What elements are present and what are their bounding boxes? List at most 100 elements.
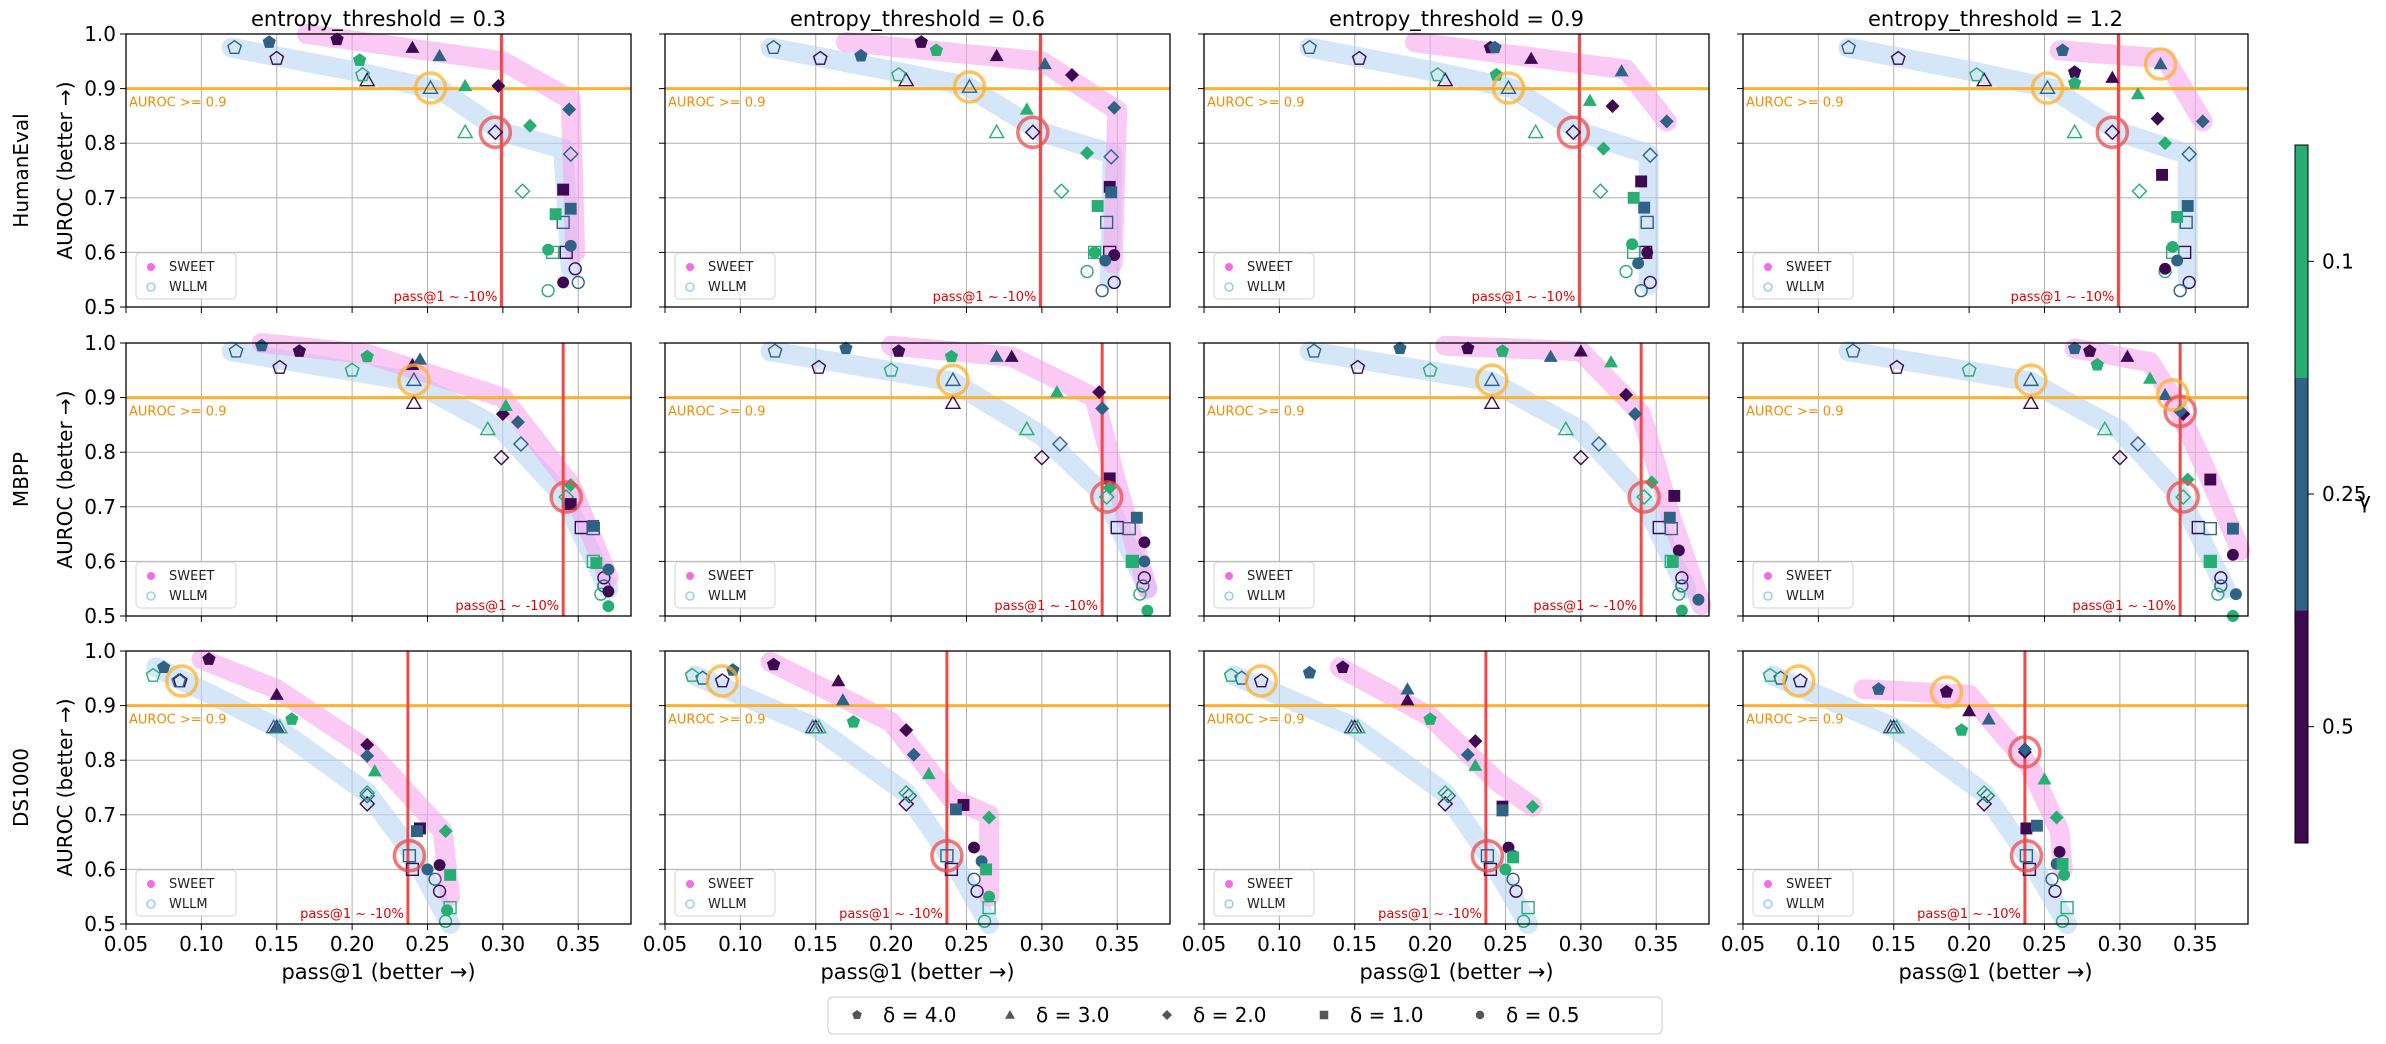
colorbar-segment-0_5 xyxy=(2295,610,2308,843)
x-tick-label: 0.15 xyxy=(1332,932,1377,956)
wllm-point-diamond-2 xyxy=(359,795,376,812)
wllm-point-circle-4 xyxy=(1675,571,1689,585)
legend-sweet-marker xyxy=(1225,880,1233,888)
sweet-point-circle-9 xyxy=(1099,254,1112,267)
delta-legend-label: δ = 4.0 xyxy=(883,1003,957,1027)
sweet-point-diamond-12 xyxy=(2049,810,2064,825)
wllm-point-square-8 xyxy=(1100,215,1114,230)
y-axis-label: AUROC (better →) xyxy=(53,390,77,568)
wllm-point-circle-9 xyxy=(428,872,442,886)
x-tick-label: 0.15 xyxy=(1871,932,1916,956)
sweet-point-pentagon-0 xyxy=(202,652,216,665)
wllm-point-circle-4 xyxy=(1107,275,1121,290)
legend-sweet-label: SWEET xyxy=(169,260,215,275)
sweet-point-square-8 xyxy=(1496,804,1509,817)
x-tick-label: 0.20 xyxy=(869,932,914,956)
highlight-pass xyxy=(392,839,427,873)
legend-sweet-marker xyxy=(1764,880,1772,888)
sweet-point-diamond-7 xyxy=(2017,742,2032,757)
x-tick-label: 0.20 xyxy=(1947,932,1992,956)
sweet-point-square-13 xyxy=(980,863,993,876)
wllm-point-square-8 xyxy=(556,215,570,230)
wllm-point-triangle-6 xyxy=(2039,79,2056,95)
wllm-point-pentagon-5 xyxy=(1306,343,1322,358)
sweet-point-diamond-7 xyxy=(2195,114,2210,129)
sweet-point-diamond-2 xyxy=(2150,111,2165,126)
legend-sweet-label: SWEET xyxy=(1786,260,1832,275)
sweet-point-pentagon-10 xyxy=(285,712,299,725)
legend-sweet-marker xyxy=(1225,263,1233,271)
sweet-point-pentagon-0 xyxy=(2083,344,2097,357)
wllm-point-pentagon-0 xyxy=(272,359,288,374)
sweet-point-pentagon-10 xyxy=(2090,357,2104,371)
wllm-point-pentagon-0 xyxy=(812,50,828,65)
sweet-point-pentagon-0 xyxy=(1939,684,1954,698)
delta-legend-label: δ = 2.0 xyxy=(1193,1003,1267,1027)
wllm-point-pentagon-10 xyxy=(1762,667,1778,682)
wllm-point-diamond-2 xyxy=(2104,124,2121,141)
sweet-point-circle-4 xyxy=(1108,249,1121,262)
y-tick-label: 0.9 xyxy=(84,386,116,410)
panel-frame xyxy=(664,33,1171,308)
sweet-point-pentagon-10 xyxy=(929,43,943,56)
sweet-point-pentagon-5 xyxy=(1488,40,1502,54)
highlight-auroc xyxy=(936,363,970,397)
sweet-point-circle-4 xyxy=(602,585,615,598)
sweet-point-circle-4 xyxy=(2159,262,2172,275)
sweet-point-square-8 xyxy=(587,519,600,532)
delta-legend-marker-diamond xyxy=(1162,1010,1172,1020)
legend-wllm-marker xyxy=(1763,899,1773,909)
sweet-point-circle-4 xyxy=(1138,536,1151,549)
wllm-point-triangle-6 xyxy=(961,78,978,93)
x-axis-label: pass@1 (better →) xyxy=(1359,960,1553,984)
legend-sweet-marker xyxy=(147,880,155,888)
sweet-point-square-3 xyxy=(1668,489,1681,502)
sweet-point-circle-9 xyxy=(1632,257,1645,270)
panel-frame xyxy=(1203,33,1710,308)
column-title: entropy_threshold = 0.3 xyxy=(251,7,506,32)
highlight-pass-alt xyxy=(2163,394,2197,428)
x-tick-label: 0.25 xyxy=(2022,932,2067,956)
panel-frame xyxy=(664,342,1171,617)
panel-mbpp-0_6: AUROC >= 0.9 pass@1 ~ -10% SWEET WLLM xyxy=(659,335,1171,622)
sweet-point-square-3 xyxy=(557,183,570,196)
sweet-point-triangle-1 xyxy=(1524,51,1539,64)
wllm-point-diamond-12 xyxy=(514,183,531,200)
legend-sweet-label: SWEET xyxy=(1247,260,1293,275)
legend-sweet-marker xyxy=(147,572,155,580)
highlight-auroc xyxy=(2014,363,2048,397)
wllm-point-pentagon-0 xyxy=(1253,673,1269,688)
sweet-point-circle-14 xyxy=(1626,238,1639,251)
wllm-point-circle-14 xyxy=(1133,587,1147,601)
x-tick-label: 0.05 xyxy=(643,932,688,956)
highlight-pass xyxy=(1470,839,1505,873)
y-tick-label: 0.6 xyxy=(84,857,116,881)
sweet-point-diamond-2 xyxy=(1468,734,1483,749)
series-legend-box xyxy=(674,252,776,300)
highlight-auroc xyxy=(1491,71,1526,105)
sweet-point-circle-9 xyxy=(602,563,615,576)
highlight-auroc xyxy=(1244,664,1279,698)
wllm-point-triangle-1 xyxy=(1483,394,1501,410)
sweet-point-circle-9 xyxy=(1692,593,1705,606)
legend-wllm-label: WLLM xyxy=(708,280,747,295)
sweet-band xyxy=(2049,40,2213,132)
sweet-point-circle-4 xyxy=(2053,845,2066,858)
series-legend-box xyxy=(1752,252,1854,300)
highlight-pass xyxy=(930,839,964,873)
highlight-pass xyxy=(1016,115,1050,150)
legend-sweet-label: SWEET xyxy=(1247,569,1293,584)
wllm-point-pentagon-0 xyxy=(269,50,285,65)
wllm-band xyxy=(1763,665,2078,934)
wllm-point-circle-14 xyxy=(1619,264,1633,279)
wllm-point-circle-9 xyxy=(1634,283,1648,298)
highlight-auroc xyxy=(2030,71,2065,105)
y-tick-label: 0.9 xyxy=(84,77,116,101)
colorbar-tick-label: 0.25 xyxy=(2322,482,2367,506)
row-label: DS1000 xyxy=(9,748,33,827)
wllm-point-pentagon-10 xyxy=(355,67,371,82)
highlight-auroc xyxy=(952,70,987,104)
x-tick-label: 0.35 xyxy=(1095,932,1140,956)
wllm-point-circle-14 xyxy=(1080,264,1094,279)
sweet-point-triangle-6 xyxy=(432,48,447,62)
